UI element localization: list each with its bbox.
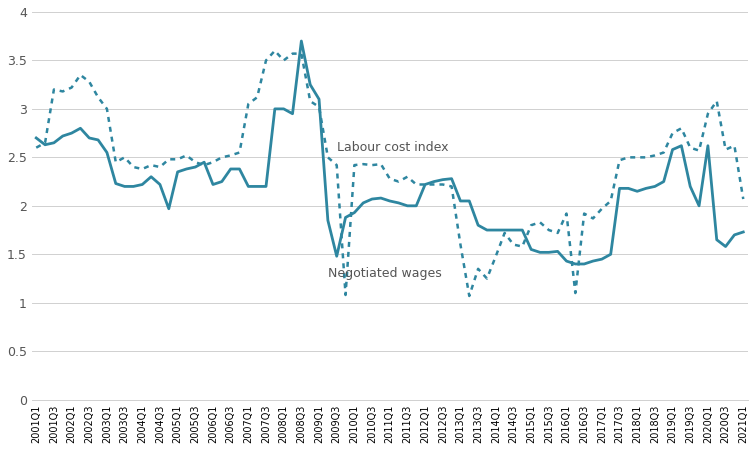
Text: Labour cost index: Labour cost index [336, 141, 448, 154]
Text: Negotiated wages: Negotiated wages [328, 267, 442, 280]
